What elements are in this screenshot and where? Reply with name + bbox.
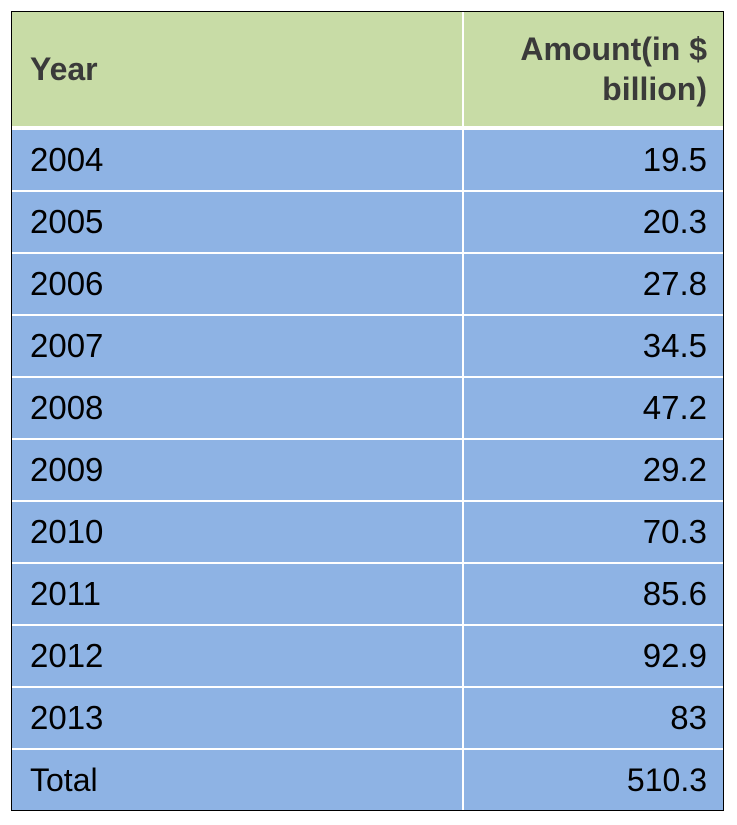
amount-cell: 34.5	[462, 314, 723, 377]
column-header-year: Year	[12, 12, 463, 130]
data-table: Year Amount(in $ billion) 2004 19.5 2005 20…	[12, 12, 723, 810]
table-row: 2011 85.6	[12, 562, 723, 625]
amount-cell: 19.5	[462, 128, 723, 191]
table-row: 2004 19.5	[12, 128, 723, 191]
amount-cell: 70.3	[462, 500, 723, 563]
year-cell: 2007	[12, 314, 463, 377]
amount-cell: 29.2	[462, 438, 723, 501]
amount-cell: 85.6	[462, 562, 723, 625]
total-row: Total 510.3	[12, 748, 723, 810]
table-row: 2006 27.8	[12, 252, 723, 315]
year-cell: 2004	[12, 128, 463, 191]
amount-cell: 27.8	[462, 252, 723, 315]
year-cell: 2011	[12, 562, 463, 625]
table-row: 2013 83	[12, 686, 723, 749]
total-label: Total	[12, 748, 463, 810]
amount-cell: 47.2	[462, 376, 723, 439]
table-row: 2005 20.3	[12, 190, 723, 253]
data-table-frame: Year Amount(in $ billion) 2004 19.5 2005 20…	[11, 11, 724, 811]
year-cell: 2006	[12, 252, 463, 315]
year-cell: 2009	[12, 438, 463, 501]
table-body: 2004 19.5 2005 20.3 2006 27.8 2007 34.5 2008 47.2…	[12, 128, 723, 810]
year-cell: 2012	[12, 624, 463, 687]
table-row: 2007 34.5	[12, 314, 723, 377]
header-row: Year Amount(in $ billion)	[12, 12, 723, 130]
amount-cell: 20.3	[462, 190, 723, 253]
year-cell: 2008	[12, 376, 463, 439]
table-row: 2012 92.9	[12, 624, 723, 687]
table-row: 2010 70.3	[12, 500, 723, 563]
table-row: 2008 47.2	[12, 376, 723, 439]
year-cell: 2010	[12, 500, 463, 563]
table-row: 2009 29.2	[12, 438, 723, 501]
column-header-amount: Amount(in $ billion)	[462, 12, 723, 130]
table-header: Year Amount(in $ billion)	[12, 12, 723, 130]
year-cell: 2013	[12, 686, 463, 749]
year-cell: 2005	[12, 190, 463, 253]
total-amount: 510.3	[462, 748, 723, 810]
amount-cell: 92.9	[462, 624, 723, 687]
amount-cell: 83	[462, 686, 723, 749]
